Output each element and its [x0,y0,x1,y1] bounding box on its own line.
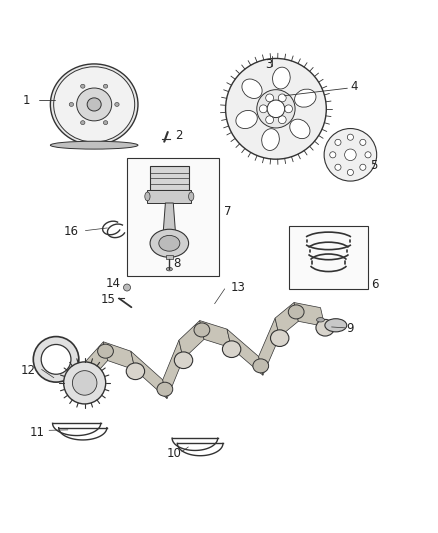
Ellipse shape [103,84,108,88]
Text: 12: 12 [21,364,36,377]
Circle shape [64,362,106,404]
Text: 10: 10 [166,447,181,460]
Circle shape [257,90,295,128]
Text: 15: 15 [101,293,116,306]
Ellipse shape [50,141,138,149]
Ellipse shape [194,323,210,337]
Ellipse shape [189,192,194,201]
Circle shape [72,370,97,395]
Polygon shape [227,329,263,375]
Circle shape [360,139,366,146]
Ellipse shape [288,305,304,319]
Text: 14: 14 [106,277,121,289]
Ellipse shape [261,128,279,150]
Text: 8: 8 [173,257,180,270]
Ellipse shape [115,102,119,107]
Bar [148,190,191,203]
Bar [166,255,173,260]
Ellipse shape [316,319,334,336]
Ellipse shape [242,79,262,99]
Circle shape [278,94,286,102]
Ellipse shape [81,84,85,88]
Bar [289,226,368,289]
Polygon shape [275,303,298,337]
Circle shape [266,116,274,124]
Text: 3: 3 [265,58,272,71]
Polygon shape [200,320,231,348]
Text: 7: 7 [224,205,232,217]
Circle shape [285,105,293,113]
Ellipse shape [236,110,257,128]
Circle shape [226,59,326,159]
Ellipse shape [77,88,112,121]
Ellipse shape [103,120,108,125]
Bar [127,158,219,276]
Polygon shape [294,303,325,326]
Circle shape [324,128,377,181]
Ellipse shape [325,319,347,332]
Ellipse shape [98,344,113,358]
Ellipse shape [126,363,145,379]
Ellipse shape [69,102,74,107]
Ellipse shape [166,268,173,271]
Ellipse shape [53,67,135,142]
Text: 13: 13 [231,280,246,294]
Ellipse shape [317,324,331,330]
Ellipse shape [223,341,241,358]
Ellipse shape [157,382,173,396]
Polygon shape [163,203,176,235]
Text: 4: 4 [350,80,358,93]
Circle shape [335,164,341,171]
Ellipse shape [145,192,150,201]
Ellipse shape [50,64,138,145]
Bar [150,166,189,190]
Polygon shape [179,320,204,359]
Circle shape [345,149,356,160]
Circle shape [266,94,274,102]
Polygon shape [103,342,135,370]
Ellipse shape [81,120,85,125]
Circle shape [335,139,341,146]
Ellipse shape [159,236,180,251]
Text: 9: 9 [346,322,353,335]
Polygon shape [85,342,108,381]
Circle shape [330,152,336,158]
Polygon shape [162,340,183,399]
Circle shape [33,336,79,382]
Circle shape [347,134,353,140]
Ellipse shape [290,119,310,139]
Circle shape [365,152,371,158]
Text: 2: 2 [175,128,183,142]
Text: 16: 16 [64,225,78,238]
Circle shape [41,344,71,374]
Circle shape [267,100,285,118]
Circle shape [347,169,353,175]
Circle shape [124,284,131,291]
Ellipse shape [81,374,99,390]
Text: 5: 5 [370,159,378,172]
Circle shape [259,105,267,113]
Text: 11: 11 [30,425,45,439]
Ellipse shape [253,359,268,373]
Circle shape [360,164,366,171]
Polygon shape [131,351,167,399]
Text: 6: 6 [371,278,379,290]
Ellipse shape [295,89,316,107]
Ellipse shape [317,318,325,322]
Ellipse shape [150,229,189,257]
Ellipse shape [87,98,101,111]
Ellipse shape [272,67,290,89]
Text: 1: 1 [23,94,30,107]
Polygon shape [258,318,279,375]
Ellipse shape [271,330,289,346]
Circle shape [278,116,286,124]
Ellipse shape [174,352,193,368]
